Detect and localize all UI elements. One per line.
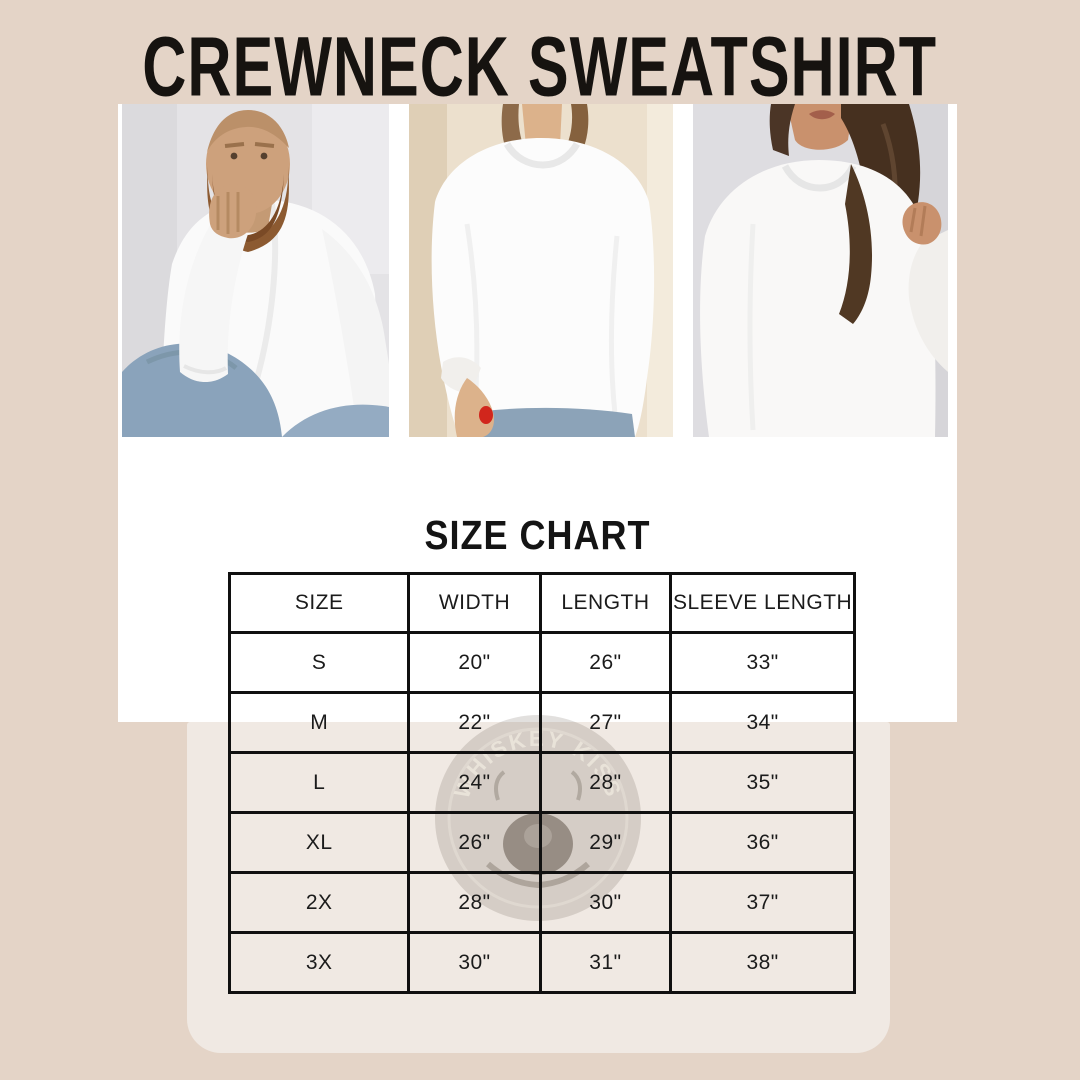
column-header: WIDTH [407,572,542,634]
measurement-cell: 22" [407,691,542,754]
woman-hair-illustration [693,104,948,437]
page-title-text: CREWNECK SWEATSHIRT [142,20,938,115]
table-row: XL 26" 29" 36" [227,811,856,874]
size-table: SIZE WIDTH LENGTH SLEEVE LENGTH S 20" 26" 33" M… [227,572,856,994]
photo-row [122,104,948,437]
size-cell: XL [227,811,411,874]
measurement-cell: 26" [538,631,673,694]
size-cell: 3X [227,931,411,994]
measurement-cell: 33" [669,631,856,694]
size-cell: S [227,631,411,694]
measurement-cell: 29" [538,811,673,874]
measurement-cell: 30" [538,871,673,934]
measurement-cell: 31" [538,931,673,994]
table-row: S 20" 26" 33" [227,631,856,694]
table-row: M 22" 27" 34" [227,691,856,754]
measurement-cell: 28" [407,871,542,934]
size-table-body: S 20" 26" 33" M 22" 27" 34" L 24" 28" 35" XL 26" 29" 36… [227,631,856,994]
measurement-cell: 24" [407,751,542,814]
size-table-head: SIZE WIDTH LENGTH SLEEVE LENGTH [227,572,856,634]
column-header: LENGTH [538,572,673,634]
size-cell: L [227,751,411,814]
table-row: 3X 30" 31" 38" [227,931,856,994]
measurement-cell: 20" [407,631,542,694]
measurement-cell: 38" [669,931,856,994]
table-row: L 24" 28" 35" [227,751,856,814]
product-photo-man [122,104,389,437]
measurement-cell: 26" [407,811,542,874]
table-header-row: SIZE WIDTH LENGTH SLEEVE LENGTH [227,572,856,634]
measurement-cell: 35" [669,751,856,814]
man-illustration [122,104,389,437]
product-photo-woman-torso [409,104,673,437]
column-header: SLEEVE LENGTH [669,572,856,634]
measurement-cell: 37" [669,871,856,934]
product-photo-woman-hair [693,104,948,437]
measurement-cell: 34" [669,691,856,754]
size-cell: 2X [227,871,411,934]
size-cell: M [227,691,411,754]
page-title: CREWNECK SWEATSHIRT [0,20,1080,114]
measurement-cell: 28" [538,751,673,814]
size-chart-heading: SIZE CHART [118,512,957,558]
measurement-cell: 36" [669,811,856,874]
content-card: SIZE CHART [118,104,957,722]
table-row: 2X 28" 30" 37" [227,871,856,934]
measurement-cell: 30" [407,931,542,994]
size-chart-heading-text: SIZE CHART [424,512,651,558]
column-header: SIZE [227,572,411,634]
measurement-cell: 27" [538,691,673,754]
woman-torso-illustration [409,104,673,437]
